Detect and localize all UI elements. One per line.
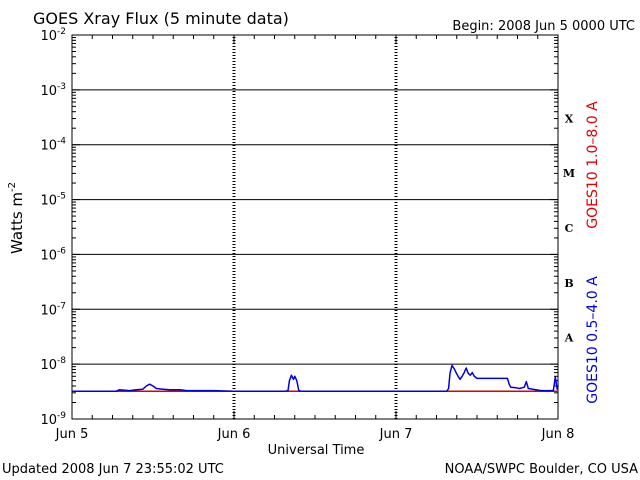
y-tick-base: 10	[40, 248, 57, 263]
y-tick-base: 10	[40, 358, 57, 373]
y-tick-labels: 10-910-810-710-610-510-410-310-2	[40, 27, 66, 428]
begin-label: Begin: 2008 Jun 5 0000 UTC	[452, 19, 635, 34]
y-tick-label: 10-3	[40, 82, 66, 99]
legend: GOES10 1.0–8.0 A GOES10 0.5–4.0 A	[585, 101, 601, 404]
y-tick-exponent: -7	[57, 301, 66, 311]
y-tick-label: 10-6	[40, 246, 66, 263]
y-tick-exponent: -6	[57, 246, 66, 256]
day-separator-lines	[232, 37, 398, 419]
y-tick-label: 10-2	[40, 27, 66, 44]
x-tick-labels: Jun 5 Jun 6 Jun 7 Jun 8	[55, 427, 575, 442]
x-tick-label: Jun 8	[541, 427, 575, 442]
x-tick-label: Jun 6	[217, 427, 251, 442]
legend-entry-0: GOES10 1.0–8.0 A	[585, 101, 601, 229]
flare-class-labels: X M C B A	[563, 112, 575, 344]
x-axis-label: Universal Time	[268, 443, 365, 458]
y-tick-exponent: -9	[57, 411, 66, 421]
y-tick-base: 10	[40, 84, 57, 99]
y-axis-label-exponent: -2	[7, 182, 18, 192]
axis-ticks	[71, 34, 559, 420]
updated-label: Updated 2008 Jun 7 23:55:02 UTC	[2, 462, 224, 477]
flare-class-X: X	[565, 112, 574, 125]
plot-border	[71, 34, 559, 420]
y-tick-label: 10-5	[40, 192, 66, 209]
y-tick-exponent: -4	[57, 137, 66, 147]
legend-entry-1: GOES10 0.5–4.0 A	[585, 276, 601, 404]
y-tick-base: 10	[40, 303, 57, 318]
y-tick-base: 10	[40, 29, 57, 44]
y-tick-exponent: -2	[57, 27, 66, 37]
x-tick-label: Jun 5	[55, 427, 89, 442]
chart-title: GOES Xray Flux (5 minute data)	[33, 9, 289, 28]
series-lines	[72, 364, 559, 393]
y-tick-label: 10-8	[40, 356, 66, 373]
y-axis-label: Watts m-2	[7, 182, 26, 254]
y-tick-exponent: -3	[57, 82, 66, 92]
flare-class-C: C	[565, 222, 574, 235]
flare-class-M: M	[563, 167, 575, 180]
x-tick-label: Jun 7	[379, 427, 413, 442]
y-axis-label-main: Watts m	[8, 192, 26, 254]
y-tick-base: 10	[40, 413, 57, 428]
grid-lines	[72, 89, 558, 365]
y-tick-exponent: -5	[57, 192, 66, 202]
y-tick-base: 10	[40, 194, 57, 209]
plot-frame	[71, 34, 559, 420]
flare-class-B: B	[564, 277, 573, 290]
series-line-1	[72, 364, 559, 393]
y-tick-label: 10-4	[40, 137, 66, 154]
y-tick-label: 10-9	[40, 411, 66, 428]
y-tick-exponent: -8	[57, 356, 66, 366]
source-label: NOAA/SWPC Boulder, CO USA	[445, 462, 638, 477]
flare-class-A: A	[564, 332, 574, 345]
y-tick-base: 10	[40, 139, 57, 154]
y-tick-label: 10-7	[40, 301, 66, 318]
